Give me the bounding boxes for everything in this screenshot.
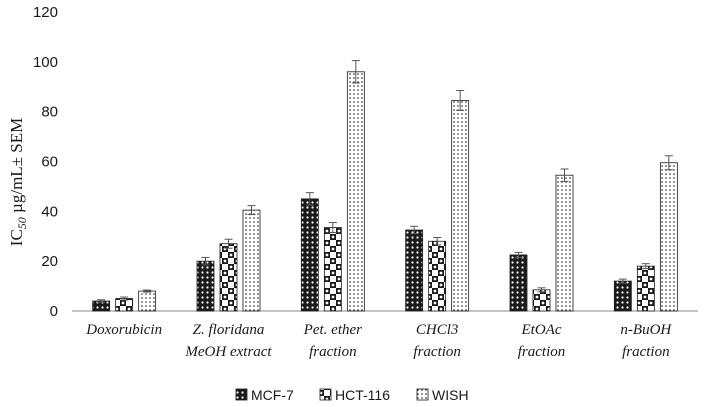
legend-swatch xyxy=(235,388,248,401)
bar-hct-116 xyxy=(636,265,655,312)
legend-label: HCT-116 xyxy=(335,387,390,403)
bar-mcf-7 xyxy=(613,280,632,312)
y-tick-label: 0 xyxy=(50,303,58,320)
error-bar xyxy=(305,192,314,206)
y-axis-title: IC50 µg/mL± SEM xyxy=(7,118,29,246)
legend-label: MCF-7 xyxy=(251,387,294,403)
x-tick-label: Z. floridana MeOH extract xyxy=(184,322,272,360)
svg-text:IC50 µg/mL± SEM: IC50 µg/mL± SEM xyxy=(7,118,29,246)
bar-hct-116 xyxy=(219,243,238,312)
bar-wish xyxy=(555,174,574,312)
x-tick-label: n-BuOH fraction xyxy=(620,322,672,360)
legend: MCF-7 HCT-116 WISH xyxy=(235,387,469,403)
error-bar xyxy=(618,278,627,284)
bar-wish xyxy=(138,290,157,312)
y-axis-title-rest: µg/mL± SEM xyxy=(7,118,26,217)
error-bar xyxy=(328,222,337,234)
error-bar xyxy=(224,238,233,249)
x-tick-label: Pet. ether fraction xyxy=(303,322,362,360)
error-bar xyxy=(201,256,210,266)
bar-mcf-7 xyxy=(196,260,215,312)
bar-wish xyxy=(242,209,261,312)
y-tick-label: 100 xyxy=(33,54,58,71)
error-bar xyxy=(120,296,129,301)
error-bar xyxy=(456,89,465,111)
error-bar xyxy=(537,287,546,293)
bar-wish xyxy=(346,71,365,312)
y-tick-label: 120 xyxy=(33,4,58,21)
bar-mcf-7 xyxy=(405,229,424,312)
x-tick-label: CHCl3 fraction xyxy=(413,322,461,360)
bar-mcf-7 xyxy=(300,198,319,312)
y-tick-label: 40 xyxy=(41,203,58,220)
y-tick-label: 20 xyxy=(41,253,58,270)
legend-swatch xyxy=(416,388,429,401)
error-bar xyxy=(514,251,523,258)
legend-item-mcf-7: MCF-7 xyxy=(235,387,294,403)
x-tick-label: EtOAc fraction xyxy=(518,322,566,360)
error-bar xyxy=(247,205,256,216)
legend-item-wish: WISH xyxy=(416,387,469,403)
error-bar xyxy=(433,236,442,246)
legend-item-hct-116: HCT-116 xyxy=(319,387,390,403)
bar-hct-116 xyxy=(532,289,551,312)
category-labels: Doxorubicin Z. floridana MeOH extract Pet. … xyxy=(85,322,672,360)
y-axis-title-sub: 50 xyxy=(15,217,29,229)
error-bar xyxy=(560,168,569,182)
error-bar xyxy=(410,225,419,235)
error-bar xyxy=(664,155,673,171)
error-bar xyxy=(97,299,106,303)
legend-swatch xyxy=(319,388,332,401)
y-tick-label: 60 xyxy=(41,154,58,171)
x-tick-label: Doxorubicin xyxy=(85,322,162,338)
bar-hct-116 xyxy=(323,227,342,312)
legend-label: WISH xyxy=(432,387,469,403)
bars xyxy=(92,71,678,312)
y-tick-label: 80 xyxy=(41,104,58,121)
bar-wish xyxy=(659,162,678,312)
error-bar xyxy=(143,289,152,293)
bar-mcf-7 xyxy=(509,254,528,312)
error-bar xyxy=(351,60,360,84)
bar-wish xyxy=(451,100,470,312)
error-bars xyxy=(97,60,673,303)
y-axis-title-main: IC xyxy=(7,229,26,246)
y-tick-labels: 0 20 40 60 80 100 120 xyxy=(33,4,58,320)
error-bar xyxy=(641,263,650,270)
bar-hct-116 xyxy=(428,240,447,312)
